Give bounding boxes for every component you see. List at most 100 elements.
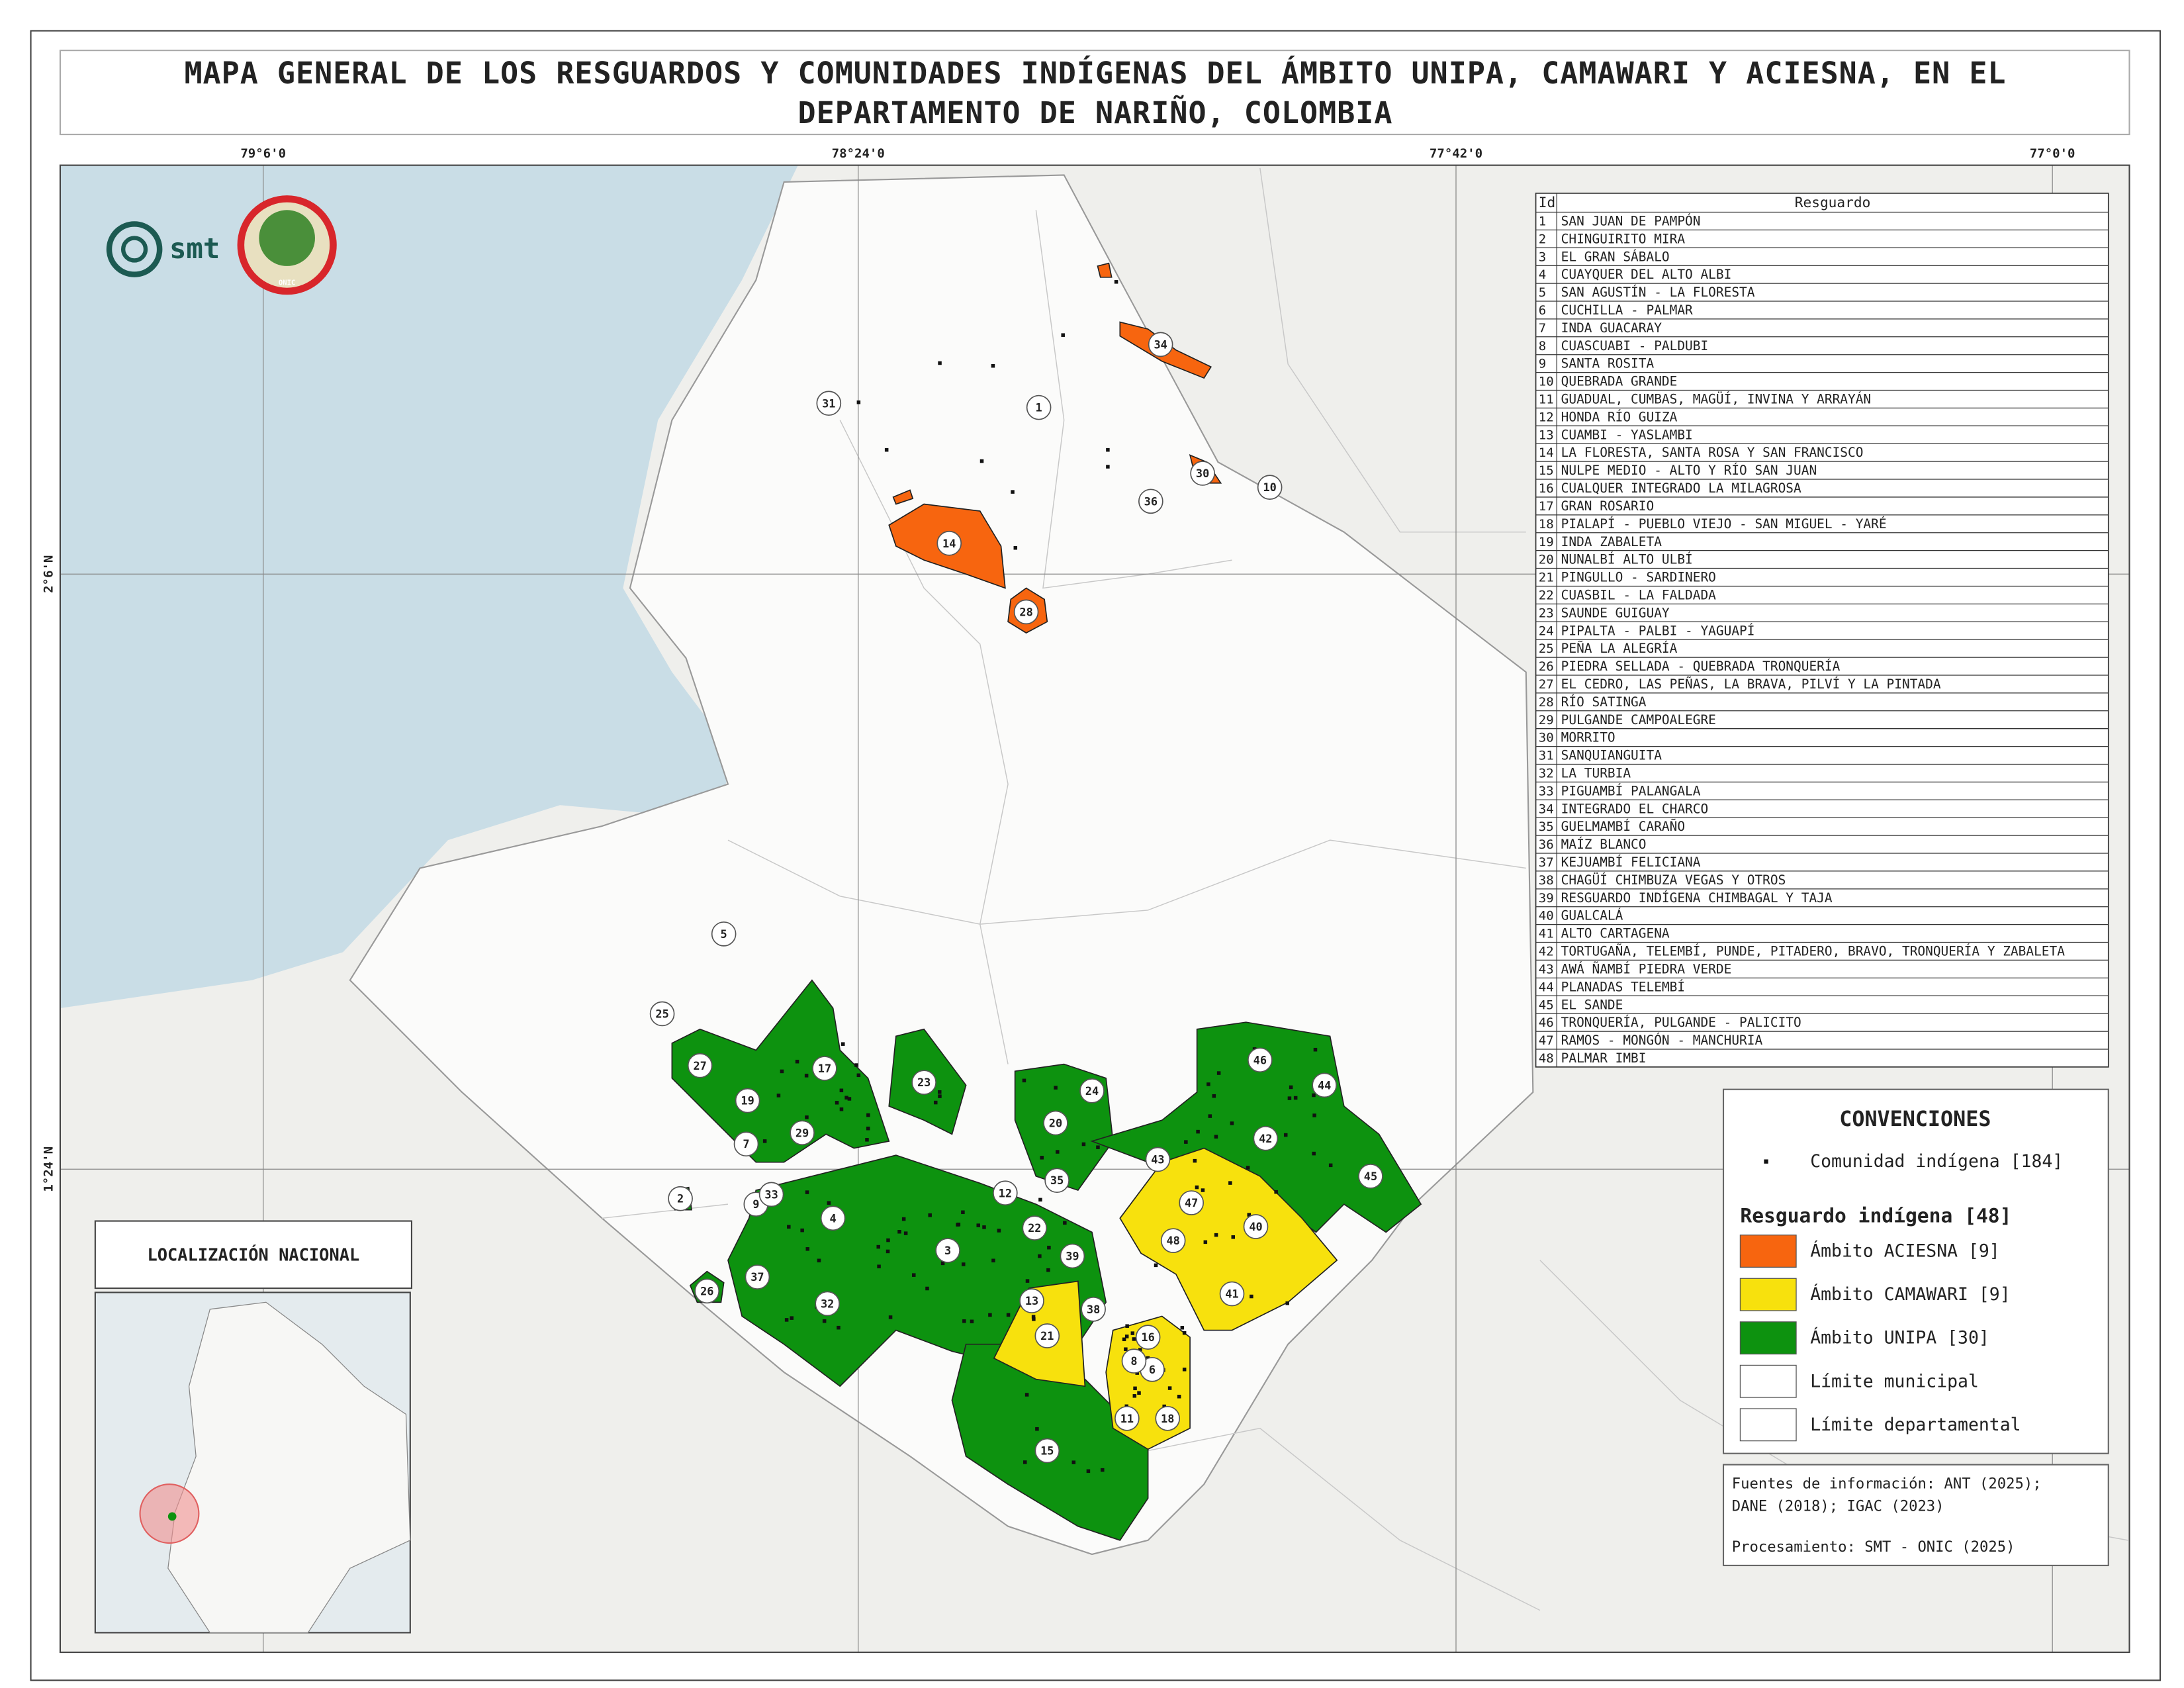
community — [827, 1201, 831, 1205]
community — [1313, 1047, 1318, 1052]
community — [928, 1213, 932, 1217]
table-name: TRONQUERÍA, PULGANDE - PALICITO — [1561, 1015, 1801, 1030]
table-name: NUNALBÍ ALTO ULBÍ — [1561, 552, 1693, 567]
table-name: QUEBRADA GRANDE — [1561, 374, 1678, 389]
resguardo-label: 15 — [1040, 1444, 1054, 1458]
resguardo-label: 25 — [655, 1008, 668, 1021]
community — [856, 1073, 861, 1078]
community — [1114, 280, 1118, 284]
table-name: MAÍZ BLANCO — [1561, 837, 1647, 852]
community — [1071, 1460, 1076, 1464]
label-badge — [745, 1264, 770, 1289]
table-name: PALMAR IMBI — [1561, 1051, 1647, 1066]
community — [961, 1262, 966, 1266]
table-id: 18 — [1539, 517, 1554, 532]
table-name: PIALAPÍ - PUEBLO VIEJO - SAN MIGUEL - YA… — [1561, 516, 1887, 532]
resguardo-label: 41 — [1225, 1288, 1238, 1301]
resguardo-label: 34 — [1154, 338, 1167, 351]
longitude-label: 79°6'0 — [240, 146, 286, 161]
table-id: 40 — [1539, 909, 1554, 923]
resguardo — [1097, 262, 1113, 278]
community — [991, 1258, 995, 1263]
community — [1246, 1166, 1250, 1170]
table-name: SAN JUAN DE PAMPÓN — [1561, 212, 1701, 228]
table-name: RESGUARDO INDÍGENA CHIMBAGAL Y TAJA — [1561, 890, 1833, 906]
resguardo-label: 30 — [1196, 467, 1209, 480]
community — [1328, 1163, 1333, 1168]
legend-label: Ámbito ACIESNA [9] — [1810, 1241, 2000, 1262]
table-id: 7 — [1539, 321, 1546, 336]
resguardo-label: 27 — [694, 1059, 707, 1072]
label-badge — [1248, 1047, 1273, 1073]
resguardo-label: 26 — [700, 1284, 713, 1297]
resguardo-label: 6 — [1149, 1363, 1156, 1376]
table-id: 33 — [1539, 784, 1554, 798]
community — [844, 1096, 848, 1100]
resguardo-label: 47 — [1185, 1196, 1198, 1209]
table-name: CUASCUABI - PALDUBI — [1561, 338, 1709, 353]
community — [976, 1223, 980, 1227]
table-id: 34 — [1539, 802, 1554, 816]
resguardo-label: 29 — [796, 1126, 809, 1139]
label-badge — [790, 1120, 815, 1146]
resguardo-label: 19 — [741, 1094, 754, 1107]
resguardo-label: 24 — [1085, 1084, 1099, 1098]
table-id: 5 — [1539, 285, 1546, 300]
label-badge — [1043, 1110, 1068, 1136]
label-badge — [1253, 1125, 1279, 1151]
label-badge — [1138, 489, 1163, 514]
label-badge — [668, 1186, 693, 1211]
table-name: GUELMAMBÍ CARAÑO — [1561, 819, 1685, 834]
community — [804, 1074, 809, 1078]
resguardo-label: 10 — [1263, 481, 1276, 494]
legend-label: Ámbito CAMAWARI [9] — [1810, 1284, 2010, 1305]
resguardo-table: Id Resguardo 1 SAN JUAN DE PAMPÓN 2 CHINGUIRI… — [1535, 193, 2109, 1068]
label-badge — [1160, 1228, 1186, 1253]
community — [784, 1318, 789, 1322]
longitude-label: 77°42'0 — [1430, 146, 1482, 161]
table-name: SAUNDE GUIGUAY — [1561, 605, 1670, 620]
table-id: 9 — [1539, 357, 1546, 371]
label-badge — [1121, 1348, 1147, 1374]
sources-box — [1722, 1464, 2109, 1566]
label-badge — [1019, 1288, 1044, 1313]
community — [1201, 1188, 1205, 1192]
map-labels: 1234567891011121314151617181920212223242… — [649, 332, 1383, 1464]
community — [1231, 1235, 1236, 1239]
label-badge — [935, 1238, 960, 1263]
smt-logo: smt — [106, 221, 220, 277]
resguardo-label: 31 — [822, 397, 835, 410]
latitude-label: 2°6'N — [42, 555, 56, 593]
community — [934, 1100, 938, 1105]
table-id: 44 — [1539, 980, 1554, 994]
source-line: Fuentes de información: ANT (2025); — [1732, 1476, 2042, 1493]
community — [1130, 1331, 1135, 1335]
community — [897, 1229, 901, 1234]
table-id: 15 — [1539, 463, 1554, 478]
community — [1133, 1386, 1137, 1391]
community — [962, 1319, 966, 1323]
table-name: GUADUAL, CUMBAS, MAGÜÍ, INVINA Y ARRAYÁN — [1561, 392, 1871, 407]
label-badge — [1135, 1325, 1161, 1350]
table-name: MORRITO — [1561, 730, 1615, 745]
table-name: ALTO CARTAGENA — [1561, 926, 1670, 941]
community — [877, 1264, 881, 1268]
label-badge — [1243, 1214, 1269, 1239]
community — [805, 1247, 810, 1251]
community — [1208, 1114, 1212, 1118]
resguardo-label: 40 — [1249, 1220, 1262, 1233]
table-id: 8 — [1539, 339, 1546, 353]
community — [1228, 1181, 1232, 1185]
table-header: Resguardo — [1795, 194, 1871, 211]
resguardo-label: 20 — [1049, 1117, 1062, 1130]
community — [1063, 1221, 1067, 1225]
table-name: CHINGUIRITO MIRA — [1561, 231, 1686, 246]
label-badge — [812, 1056, 837, 1081]
table-id: 38 — [1539, 873, 1554, 888]
table-id: 1 — [1539, 214, 1546, 228]
community — [1040, 1156, 1044, 1160]
community — [1132, 1394, 1137, 1398]
community — [800, 1228, 804, 1233]
table-name: CUAMBI - YASLAMBI — [1561, 427, 1693, 442]
